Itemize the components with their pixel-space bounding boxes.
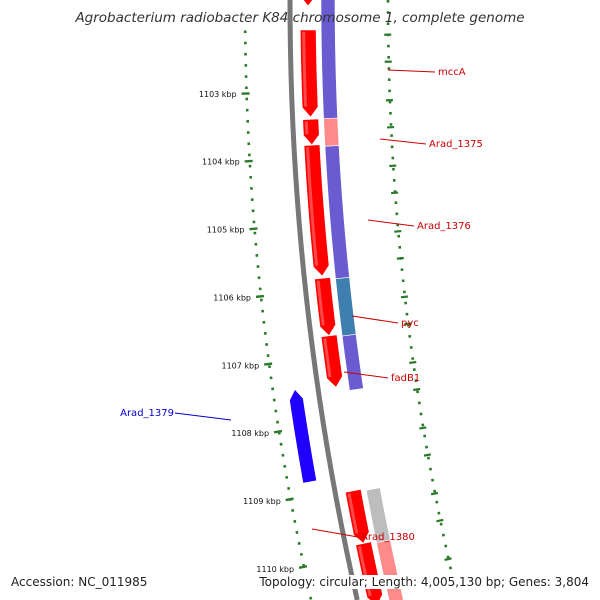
gene-leader-line-3 xyxy=(367,219,415,227)
kbp-tick-label-6: 1108 kbp xyxy=(231,429,269,438)
chromosome-backbone xyxy=(287,0,360,600)
gene-label-7[interactable]: Arad_1380 xyxy=(361,532,415,543)
map-title: Agrobacterium radiobacter K84 chromosome… xyxy=(75,10,525,26)
accession-text: Accession: NC_011985 xyxy=(9,575,150,589)
gene-leader-line-1 xyxy=(387,69,436,73)
scale-dash-12 xyxy=(413,387,421,392)
gene-band-5[interactable] xyxy=(341,334,364,391)
gene-label-1[interactable]: mccA xyxy=(438,67,466,78)
scale-dash-9 xyxy=(400,295,409,299)
gene-label-4[interactable]: pyc xyxy=(401,318,419,329)
kbp-tick-mark-6 xyxy=(273,429,283,434)
kbp-tick-label-8: 1110 kbp xyxy=(256,565,294,574)
gene-leader-line-7 xyxy=(311,528,359,538)
kbp-tick-mark-5 xyxy=(264,362,273,366)
forward-cds-shine-3 xyxy=(304,121,309,135)
outer-dotted-scale xyxy=(386,0,455,579)
gene-band-4[interactable] xyxy=(335,276,357,337)
forward-cds-shine-6 xyxy=(323,338,332,378)
scale-dash-7 xyxy=(394,229,402,233)
kbp-tick-label-7: 1109 kbp xyxy=(243,497,281,506)
scale-dash-8 xyxy=(396,256,404,260)
gene-label-3[interactable]: Arad_1376 xyxy=(417,221,471,232)
kbp-tick-label-3: 1105 kbp xyxy=(207,226,245,235)
scale-dash-16 xyxy=(436,518,444,523)
gene-leader-line-4 xyxy=(351,315,399,324)
kbp-tick-mark-7 xyxy=(285,497,294,502)
forward-cds-shine-7 xyxy=(347,493,359,534)
forward-cds-arrow-1[interactable] xyxy=(300,0,316,7)
gene-label-6[interactable]: Arad_1379 xyxy=(120,408,174,419)
kbp-tick-label-2: 1104 kbp xyxy=(202,158,240,167)
forward-cds-shine-4 xyxy=(306,147,319,266)
gene-label-5[interactable]: fadB1 xyxy=(391,373,420,384)
scale-dash-17 xyxy=(444,557,452,561)
gene-leader-line-5 xyxy=(343,371,389,379)
gene-leader-line-2 xyxy=(379,138,427,145)
scale-dash-13 xyxy=(419,426,427,430)
scale-dash-6 xyxy=(391,191,399,195)
reverse-cds-arrow-1[interactable] xyxy=(288,388,318,484)
gene-leader-line-6 xyxy=(174,412,232,421)
kbp-tick-mark-8 xyxy=(298,564,308,569)
scale-dash-10 xyxy=(404,322,412,326)
gene-label-2[interactable]: Arad_1375 xyxy=(429,139,483,150)
forward-cds-shine-5 xyxy=(316,280,325,326)
scale-dash-15 xyxy=(430,491,439,496)
kbp-tick-label-1: 1103 kbp xyxy=(199,90,237,99)
scale-dash-14 xyxy=(423,453,432,457)
genome-summary-text: Topology: circular; Length: 4,005,130 bp… xyxy=(257,575,591,589)
kbp-tick-label-4: 1106 kbp xyxy=(213,293,251,302)
kbp-tick-mark-4 xyxy=(255,294,265,299)
gene-band-2[interactable] xyxy=(323,117,340,147)
inner-dotted-scale xyxy=(243,30,313,600)
kbp-tick-label-5: 1107 kbp xyxy=(221,361,259,370)
forward-cds-shine-2 xyxy=(302,31,308,107)
kbp-tick-mark-3 xyxy=(249,227,258,231)
scale-dash-11 xyxy=(409,360,417,365)
